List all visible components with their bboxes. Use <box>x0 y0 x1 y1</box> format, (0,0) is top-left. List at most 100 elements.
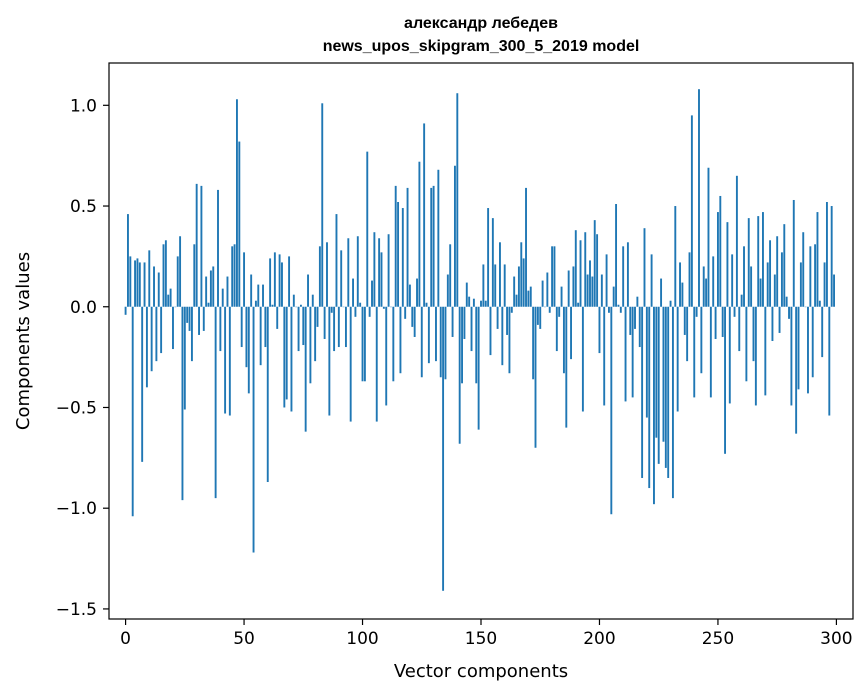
bar <box>674 206 677 307</box>
bar <box>617 304 620 307</box>
bar <box>814 244 817 307</box>
bar <box>366 151 369 307</box>
bar <box>356 236 359 307</box>
bar <box>660 278 663 307</box>
bar <box>299 304 302 307</box>
bar <box>435 306 437 362</box>
bar <box>157 272 160 307</box>
bar <box>740 294 743 307</box>
bar <box>134 260 137 307</box>
bar <box>136 258 139 307</box>
bar <box>167 294 170 307</box>
bar <box>224 306 227 414</box>
bar <box>525 187 527 307</box>
bar <box>288 256 291 307</box>
bar <box>397 202 400 307</box>
bar <box>735 175 738 307</box>
bar <box>747 218 750 307</box>
bar <box>451 306 454 337</box>
bar <box>290 306 293 412</box>
bar <box>453 165 456 307</box>
bar <box>352 278 354 307</box>
bar <box>555 306 558 352</box>
bar <box>596 234 599 307</box>
bar <box>776 236 779 307</box>
bar <box>754 306 757 406</box>
bar <box>536 306 539 325</box>
bar <box>641 306 644 478</box>
bar <box>833 274 835 307</box>
bar <box>318 246 321 307</box>
bar <box>769 240 772 307</box>
bar <box>503 264 506 307</box>
bar <box>219 306 222 352</box>
bar <box>788 306 790 319</box>
bar <box>330 306 333 313</box>
bar <box>446 274 449 307</box>
y-tick-label: 1.0 <box>70 96 97 116</box>
bar <box>482 264 485 307</box>
bar <box>676 306 679 412</box>
y-axis-label: Components values <box>13 252 34 430</box>
bar <box>155 306 158 362</box>
bar <box>522 258 525 307</box>
bar <box>141 306 144 462</box>
bar <box>619 306 622 313</box>
bar <box>726 222 729 307</box>
bar <box>608 306 610 313</box>
bar <box>368 306 371 317</box>
bar <box>399 306 402 374</box>
bar <box>589 260 591 307</box>
x-tick-label: 250 <box>702 629 734 649</box>
bar <box>610 306 613 515</box>
bar <box>247 306 250 394</box>
bar <box>664 306 667 468</box>
bar <box>444 306 447 380</box>
bar <box>541 280 544 307</box>
bar <box>745 306 748 382</box>
bar <box>427 306 430 364</box>
bar <box>423 123 426 307</box>
bar <box>752 306 755 362</box>
bar <box>349 306 352 422</box>
bar <box>799 262 802 307</box>
chart-subtitle: news_upos_skipgram_300_5_2019 model <box>323 38 640 55</box>
x-tick-label: 300 <box>820 629 852 649</box>
bar <box>709 306 712 398</box>
bar <box>603 306 606 406</box>
bar <box>129 256 132 307</box>
bar <box>404 306 407 319</box>
bar <box>513 276 516 307</box>
bar <box>278 254 281 307</box>
bar <box>281 262 283 307</box>
x-tick-label: 150 <box>465 629 497 649</box>
bar <box>131 306 134 517</box>
bar <box>276 306 279 329</box>
bar <box>269 258 272 307</box>
bar <box>565 306 568 428</box>
bar <box>577 302 580 307</box>
bar <box>373 232 376 307</box>
bar <box>792 199 795 307</box>
bar <box>551 246 554 307</box>
bar <box>150 306 153 372</box>
bar <box>465 282 468 307</box>
bar <box>335 214 338 307</box>
bar <box>724 306 726 454</box>
bar <box>271 304 274 307</box>
bar <box>690 115 693 307</box>
bar <box>461 306 463 384</box>
bar <box>773 274 776 307</box>
bar <box>375 306 378 422</box>
bar <box>707 167 710 307</box>
bar <box>499 242 501 307</box>
y-tick-label: −0.5 <box>56 398 97 418</box>
bar <box>648 306 651 489</box>
bar <box>809 246 812 307</box>
bar <box>515 294 518 307</box>
bar <box>333 306 336 352</box>
bar <box>262 284 264 307</box>
bar <box>209 270 212 307</box>
bar <box>340 250 343 307</box>
bar <box>437 169 440 307</box>
